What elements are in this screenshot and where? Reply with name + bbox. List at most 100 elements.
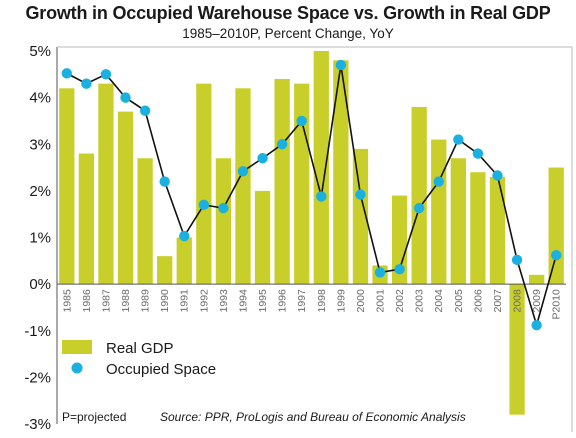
bar-real-gdp <box>431 139 447 285</box>
point-occupied-space <box>100 69 112 80</box>
x-tick-label: 1987 <box>100 289 112 313</box>
y-axis: 5% 4% 3% 2% 1% 0% -1% -2% -3% <box>24 43 51 433</box>
x-tick-label: 2001 <box>375 289 387 313</box>
footnote: P=projected <box>62 410 126 424</box>
point-occupied-space <box>374 267 386 278</box>
legend: Real GDP Occupied Space <box>62 340 216 378</box>
bar-real-gdp <box>489 176 506 285</box>
point-occupied-space <box>139 105 151 116</box>
bar-real-gdp <box>215 158 232 285</box>
x-tick-label: P2010 <box>551 289 563 320</box>
bar-real-gdp <box>333 60 349 285</box>
bar-real-gdp <box>294 83 310 285</box>
x-tick-label: 1993 <box>218 289 230 313</box>
x-axis: 1985 1986 1987 1988 1989 1990 1991 1992 1993 1994… <box>61 289 562 320</box>
y-tick-label: 0% <box>29 276 51 293</box>
bar-real-gdp <box>98 83 114 285</box>
x-tick-label: 2003 <box>414 289 426 313</box>
bar-real-gdp <box>450 158 466 285</box>
x-tick-label: 1992 <box>198 289 210 313</box>
point-occupied-space <box>237 166 249 177</box>
x-tick-label: 2000 <box>355 289 367 313</box>
y-tick-label: 1% <box>29 230 51 247</box>
x-tick-label: 2005 <box>453 289 465 313</box>
x-tick-label: 1986 <box>81 289 93 313</box>
x-tick-label: 1999 <box>335 289 347 313</box>
bar-real-gdp <box>352 148 369 285</box>
point-occupied-space <box>159 176 170 187</box>
y-tick-label: -1% <box>24 323 51 340</box>
x-tick-label: 1994 <box>237 289 249 313</box>
bar-real-gdp <box>470 172 486 285</box>
x-tick-label: 2009 <box>531 289 543 313</box>
x-tick-label: 1997 <box>296 289 308 313</box>
x-tick-label: 1988 <box>120 289 132 313</box>
point-occupied-space <box>335 59 347 71</box>
x-tick-label: 1990 <box>159 289 171 313</box>
point-occupied-space <box>413 202 425 214</box>
bar-real-gdp <box>235 88 251 285</box>
point-occupied-space <box>472 148 484 159</box>
chart-title: Growth in Occupied Warehouse Space vs. G… <box>25 3 551 23</box>
y-tick-label: -3% <box>24 416 51 433</box>
chart-subtitle: 1985–2010P, Percent Change, YoY <box>182 26 394 41</box>
x-tick-label: 1998 <box>316 289 328 313</box>
point-occupied-space <box>394 264 405 275</box>
line-layer <box>61 59 562 331</box>
point-occupied-space <box>492 170 503 181</box>
point-occupied-space <box>218 202 229 214</box>
x-tick-label: 1989 <box>140 289 152 313</box>
x-tick-label: 1991 <box>179 289 191 313</box>
legend-label-real-gdp: Real GDP <box>106 340 174 357</box>
x-tick-label: 2004 <box>433 289 445 313</box>
x-tick-label: 2008 <box>512 289 524 313</box>
point-occupied-space <box>355 189 366 200</box>
bar-real-gdp <box>529 274 545 285</box>
point-occupied-space <box>179 230 190 242</box>
point-occupied-space <box>511 254 523 266</box>
bar-real-gdp <box>313 51 329 285</box>
point-occupied-space <box>61 68 72 79</box>
y-tick-label: 4% <box>29 90 51 107</box>
point-occupied-space <box>120 92 131 103</box>
bar-real-gdp <box>176 237 192 285</box>
bar-real-gdp <box>78 153 94 285</box>
y-tick-label: 5% <box>29 43 51 60</box>
bars-layer <box>57 51 566 415</box>
legend-label-occupied-space: Occupied Space <box>106 361 216 378</box>
bar-real-gdp <box>411 106 427 285</box>
x-tick-label: 1996 <box>277 289 289 313</box>
bar-real-gdp <box>391 195 408 285</box>
y-tick-label: 3% <box>29 136 51 153</box>
bar-real-gdp <box>254 190 271 285</box>
point-occupied-space <box>81 78 92 89</box>
bar-real-gdp <box>137 158 153 285</box>
bar-real-gdp <box>509 284 525 415</box>
point-occupied-space <box>276 139 288 150</box>
y-tick-label: -2% <box>24 369 51 386</box>
bar-real-gdp <box>196 83 212 285</box>
bar-real-gdp <box>274 78 290 285</box>
bar-real-gdp <box>548 167 564 285</box>
source-note: Source: PPR, ProLogis and Bureau of Econ… <box>160 410 466 424</box>
point-occupied-space <box>257 153 268 164</box>
x-tick-label: 2006 <box>472 289 484 313</box>
x-tick-label: 2007 <box>492 289 504 313</box>
point-occupied-space <box>551 250 562 261</box>
point-occupied-space <box>296 115 307 127</box>
x-tick-label: 1985 <box>61 289 73 313</box>
point-occupied-space <box>198 199 210 211</box>
point-occupied-space <box>531 319 542 331</box>
x-tick-label: 1995 <box>257 289 269 313</box>
x-tick-label: 2002 <box>394 289 406 313</box>
legend-swatch-real-gdp <box>62 340 92 354</box>
point-occupied-space <box>453 134 464 145</box>
point-occupied-space <box>433 176 444 187</box>
bar-real-gdp <box>117 111 134 285</box>
y-tick-label: 2% <box>29 183 51 200</box>
point-occupied-space <box>316 191 327 202</box>
legend-swatch-occupied-space <box>71 362 83 374</box>
bar-real-gdp <box>157 256 173 285</box>
bar-real-gdp <box>59 88 75 285</box>
